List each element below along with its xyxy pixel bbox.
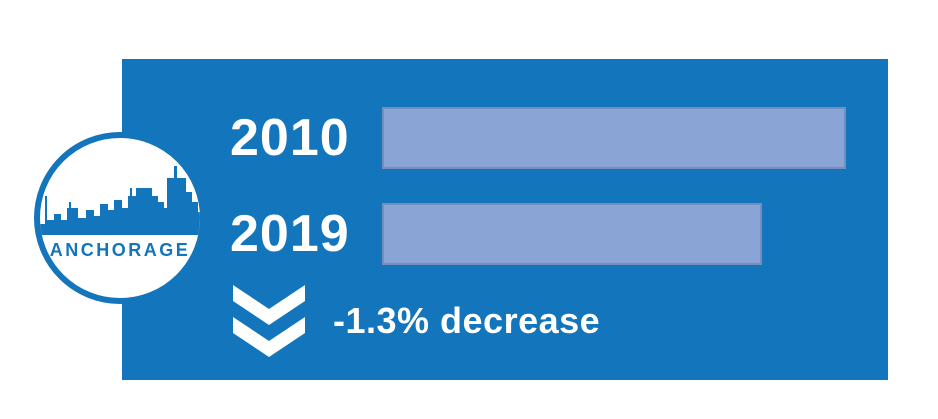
year-label-2019: 2019 (230, 205, 350, 263)
bar-2019 (382, 203, 762, 265)
anchorage-badge: ANCHORAGE (34, 132, 206, 304)
decrease-text: -1.3% decrease (333, 300, 601, 341)
city-skyline-icon (40, 166, 200, 235)
double-chevron-down-icon (233, 285, 305, 357)
decrease-annotation: -1.3% decrease (233, 285, 600, 357)
bar-track-2010 (382, 107, 846, 169)
bar-track-2019 (382, 203, 846, 265)
chart-row-2010: 2010 (230, 107, 846, 169)
bar-2010 (382, 107, 846, 169)
chart-row-2019: 2019 (230, 203, 846, 265)
badge-label: ANCHORAGE (49, 240, 191, 260)
year-label-2010: 2010 (230, 109, 350, 167)
